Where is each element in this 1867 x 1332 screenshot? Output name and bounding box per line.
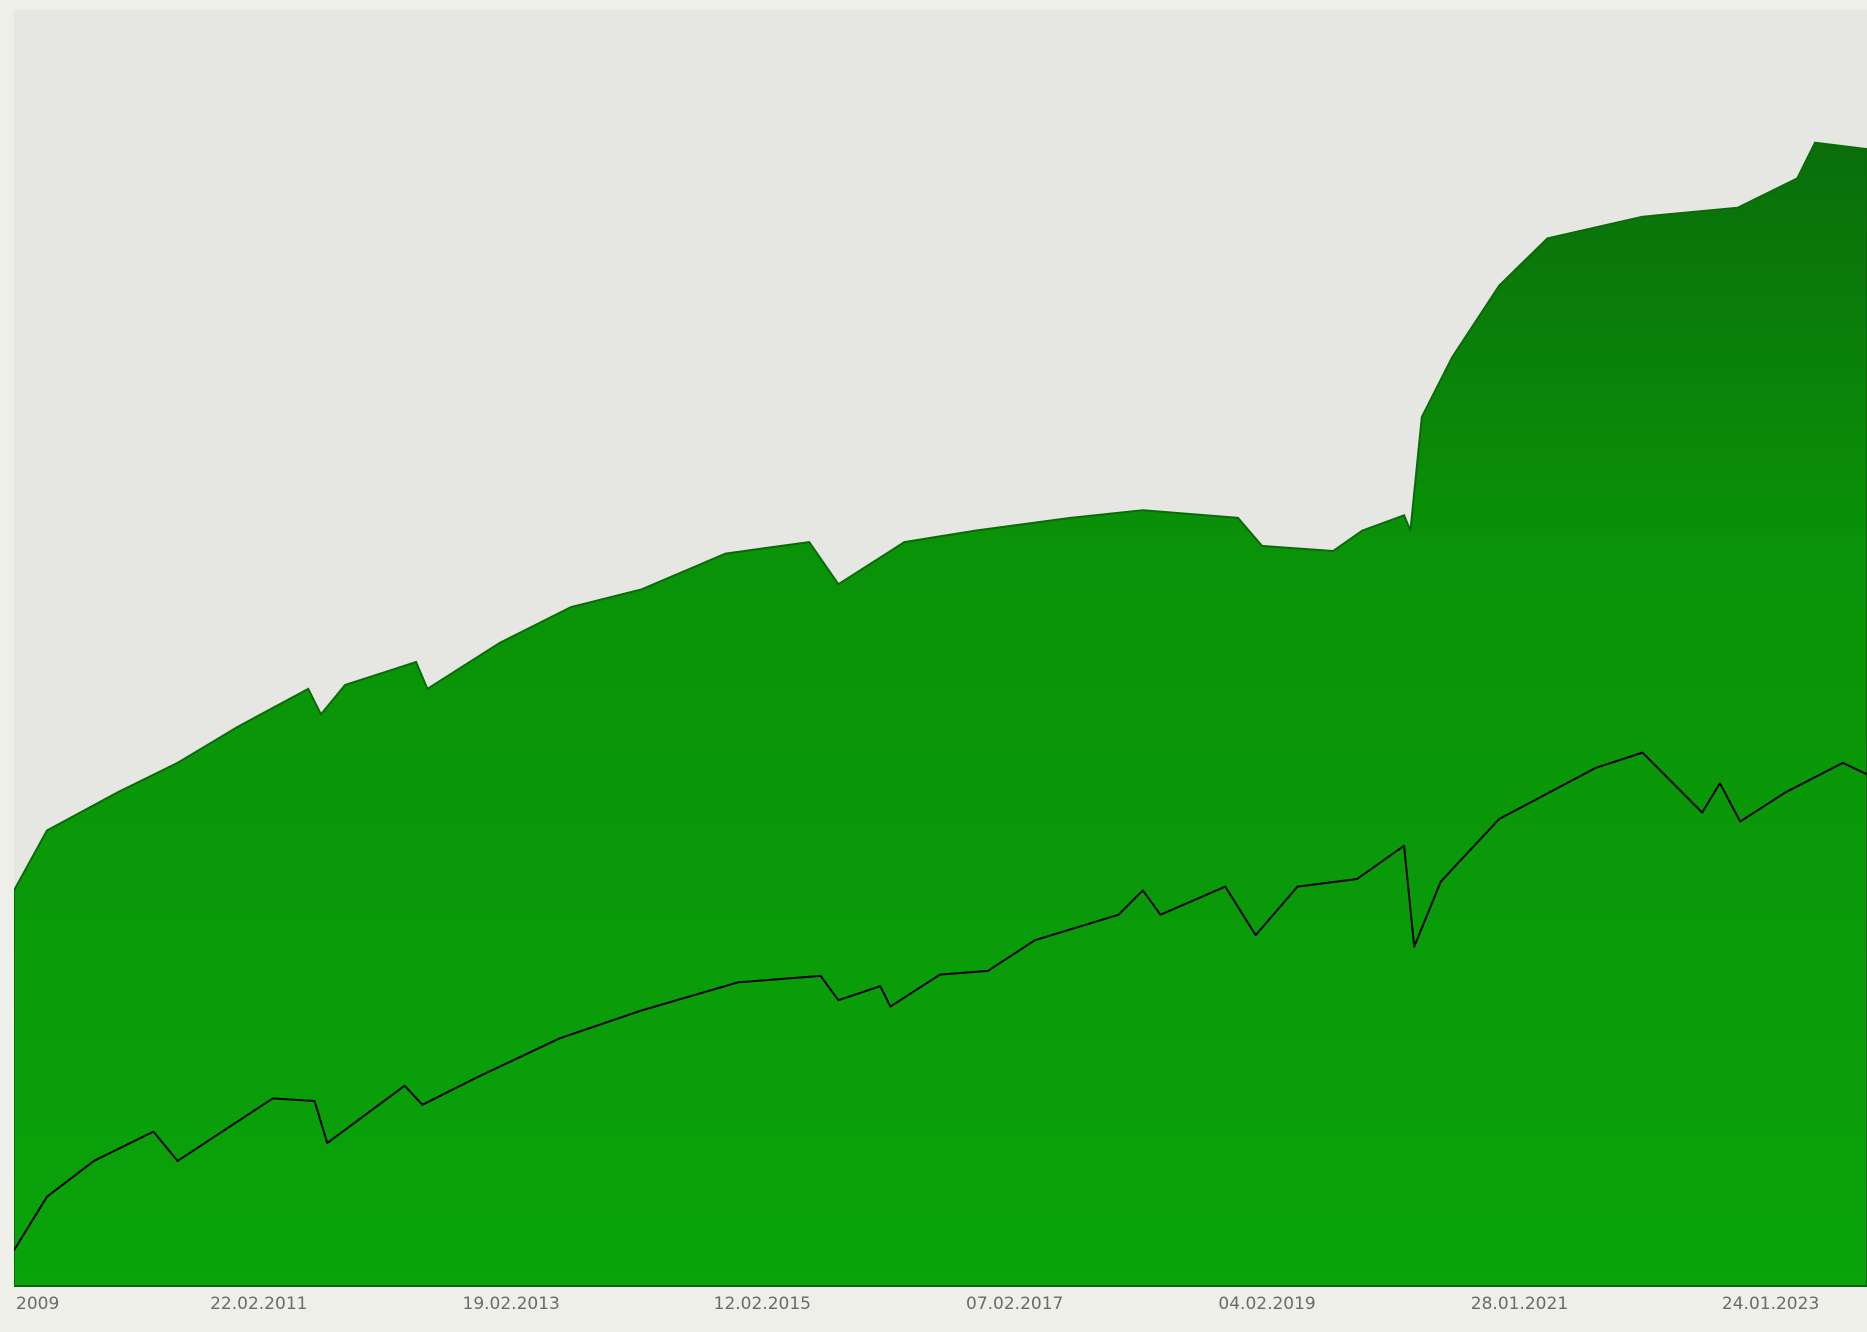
x-tick-label: 22.02.2011	[210, 1294, 307, 1314]
x-tick-label: 2009	[16, 1294, 59, 1314]
x-tick-label: 04.02.2019	[1218, 1294, 1315, 1314]
x-tick-label: 24.01.2023	[1722, 1294, 1819, 1314]
x-tick-label: 07.02.2017	[966, 1294, 1063, 1314]
line	[14, 751, 1867, 1251]
area	[14, 141, 1867, 1287]
x-tick-label: 19.02.2013	[463, 1294, 560, 1314]
x-tick-label: 12.02.2015	[714, 1294, 811, 1314]
x-tick-label: 28.01.2021	[1471, 1294, 1568, 1314]
